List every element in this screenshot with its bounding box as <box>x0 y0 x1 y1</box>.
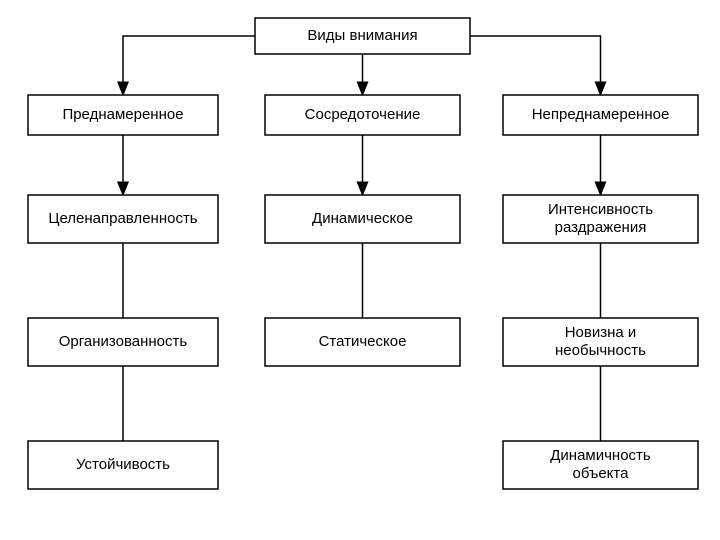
node-c3: Статическое <box>265 318 460 366</box>
node-l2: Целенаправленность <box>28 195 218 243</box>
node-label-l1: Преднамеренное <box>62 106 183 123</box>
attention-types-diagram: Виды внимания Преднамеренное Сосредоточени… <box>0 0 720 540</box>
node-label-r1: Непреднамеренное <box>532 106 670 123</box>
node-r1: Непреднамеренное <box>503 95 698 135</box>
node-label-c2: Динамическое <box>312 210 413 227</box>
node-label-r4-line1: объекта <box>573 465 630 482</box>
node-l1: Преднамеренное <box>28 95 218 135</box>
node-label-r2-line1: раздражения <box>555 219 647 236</box>
node-label-r3-line0: Новизна и <box>565 324 637 341</box>
node-label-l3: Организованность <box>59 333 188 350</box>
node-label-root: Виды внимания <box>307 27 417 44</box>
node-label-l4: Устойчивость <box>76 456 170 473</box>
node-c2: Динамическое <box>265 195 460 243</box>
node-label-c3: Статическое <box>319 333 407 350</box>
node-label-r4-line0: Динамичность <box>550 447 651 464</box>
edge-root-l1 <box>123 36 255 95</box>
node-label-r2-line0: Интенсивность <box>548 201 653 218</box>
node-l4: Устойчивость <box>28 441 218 489</box>
node-label-r3-line1: необычность <box>555 342 646 359</box>
edge-root-r1 <box>470 36 601 95</box>
node-label-c1: Сосредоточение <box>305 106 421 123</box>
node-r3: Новизна инеобычность <box>503 318 698 366</box>
node-c1: Сосредоточение <box>265 95 460 135</box>
node-root: Виды внимания <box>255 18 470 54</box>
node-label-l2: Целенаправленность <box>48 210 197 227</box>
node-l3: Организованность <box>28 318 218 366</box>
node-r2: Интенсивностьраздражения <box>503 195 698 243</box>
node-r4: Динамичностьобъекта <box>503 441 698 489</box>
